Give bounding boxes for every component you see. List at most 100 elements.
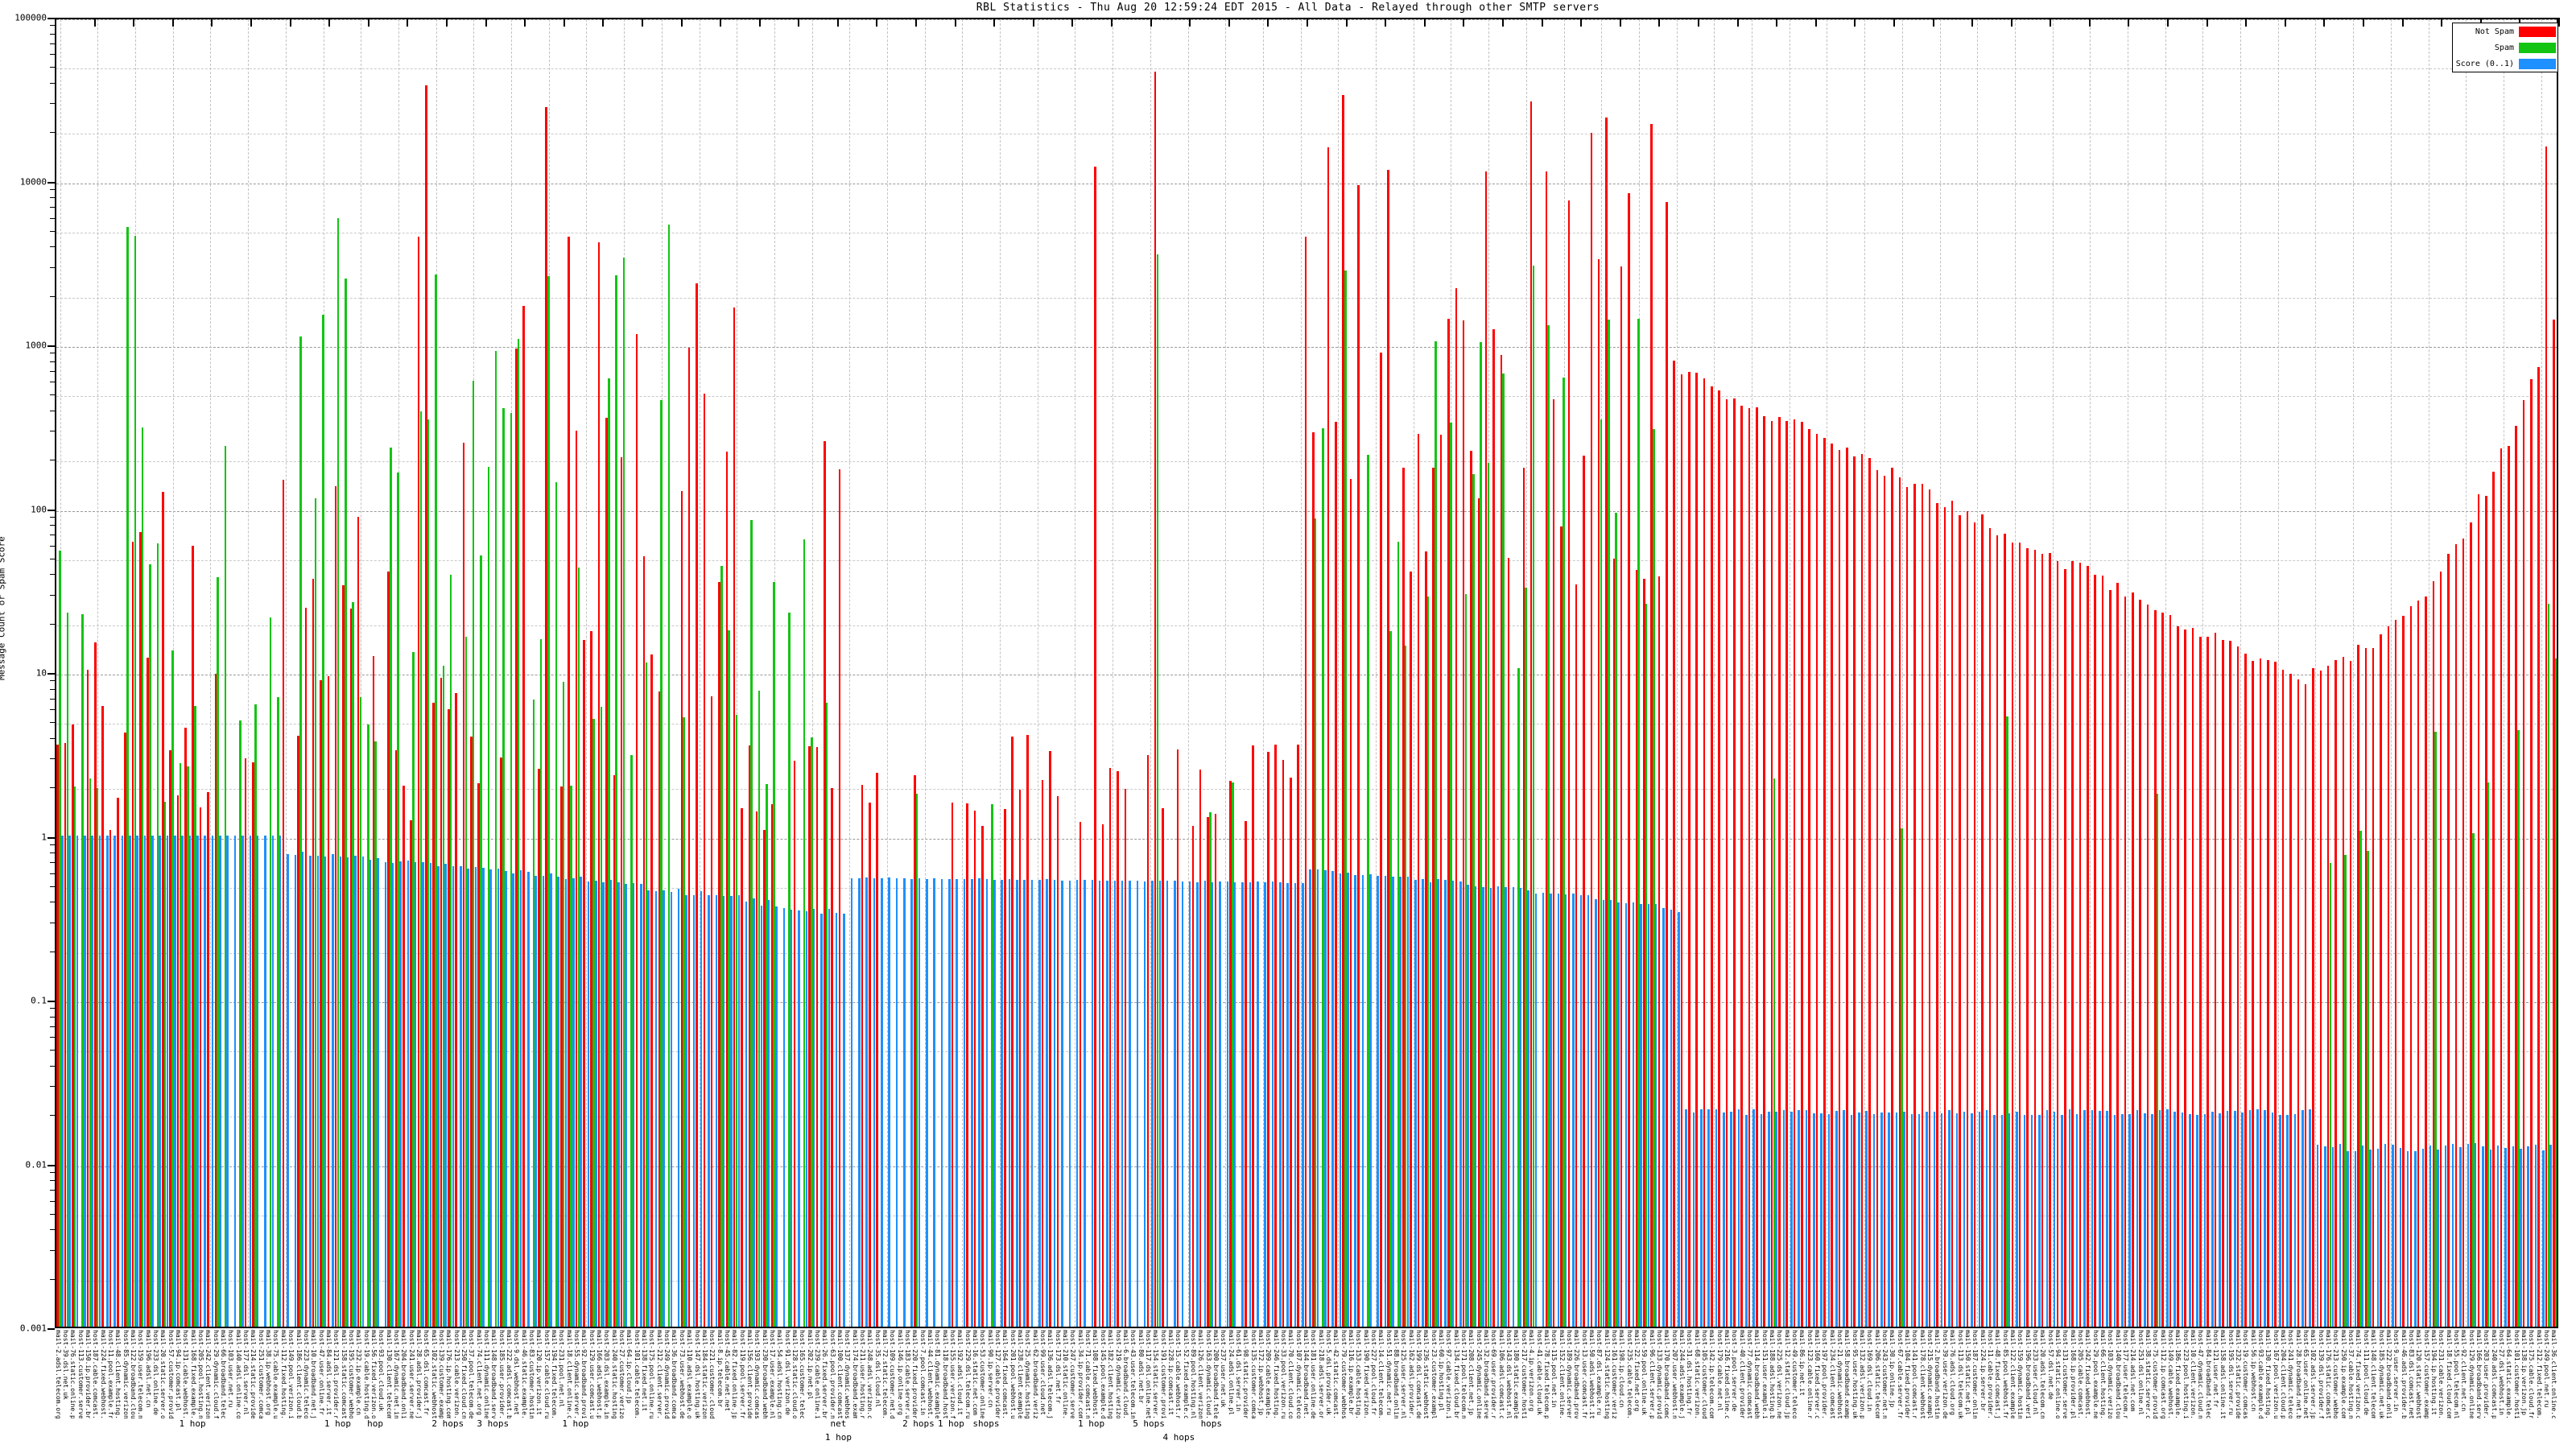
bar-group [2041, 19, 2049, 1327]
bar-score [1091, 880, 1094, 1327]
bar-score [632, 883, 635, 1327]
bar-score [2174, 1111, 2176, 1327]
x-tick-label: mail-250.fixed.cloud.cn [460, 1330, 468, 1418]
x-tick-label: host-239.cable.online.in [813, 1330, 821, 1418]
x-tick-label: host-79.customer.webhost.in [1340, 1330, 1348, 1418]
x-tick-label: mail-200.broadband.telecom.org [1212, 1330, 1220, 1418]
bar-not-spam [1507, 558, 1510, 1327]
x-tick-label: host-251.dsl.online.nl [2136, 1330, 2145, 1415]
bar-group [2207, 19, 2214, 1327]
bar-group [2011, 19, 2018, 1327]
bar-score [1677, 912, 1680, 1327]
x-tick-label: host-211.user.hosting.ru [858, 1330, 866, 1418]
bar-group [1402, 19, 1410, 1327]
bar-group [703, 19, 710, 1327]
bar-group [1936, 19, 1943, 1327]
x-tick-label: host-121.user.net.fr [2212, 1330, 2220, 1408]
bar-not-spam [2011, 543, 2014, 1327]
x-axis-labels: mail-2.adsl.telecom.org host-39.dsl.net.u… [55, 1330, 2558, 1418]
bar-group [2515, 19, 2522, 1327]
bar-not-spam [2477, 493, 2480, 1327]
bar-score [294, 854, 297, 1327]
x-tick-label: mail-72.static.telecom.cn [881, 1330, 889, 1418]
bar-score [963, 879, 966, 1327]
bar-group [2553, 19, 2557, 1327]
bar-spam [314, 497, 317, 1327]
bar-group [1695, 19, 1703, 1327]
bar-not-spam [86, 669, 89, 1327]
x-tick-label: host-111.pool.cloud.de [2362, 1330, 2370, 1415]
bar-group [1139, 19, 1146, 1327]
x-tick-label: host-19.cable.hosting.de [362, 1330, 370, 1418]
x-tick-label: mail-218.adsl.server.org [1317, 1330, 1325, 1418]
bar-not-spam [410, 819, 412, 1327]
bar-not-spam [2169, 615, 2172, 1327]
bar-group [56, 19, 64, 1327]
bar-not-spam [635, 334, 638, 1327]
bar-spam [788, 612, 791, 1327]
x-tick-label: host-237.user.net.uk [1220, 1330, 1228, 1408]
x-tick-label: mail-56.ip.webhost.cn [2249, 1330, 2257, 1412]
x-tick-label: host-85.dynamic.verizon.ru [122, 1330, 130, 1418]
x-tick-label: mail-232.ip.example.cn [355, 1330, 363, 1415]
x-tick-label: mail-186.fixed.example.pl [2174, 1330, 2182, 1418]
x-tick-label: mail-74.fixed.verizon.cn [2355, 1330, 2363, 1418]
x-tick-label: host-11.pool.example.fr [107, 1330, 115, 1418]
bar-not-spam [815, 747, 819, 1327]
bar-score [1249, 882, 1252, 1327]
bar-group [2342, 19, 2349, 1327]
bar-not-spam [470, 736, 473, 1327]
bar-not-spam [1290, 778, 1292, 1327]
bar-group [1117, 19, 1124, 1327]
bar-not-spam [973, 811, 976, 1327]
bar-group [1860, 19, 1868, 1327]
bar-not-spam [1387, 170, 1389, 1327]
bar-group [304, 19, 312, 1327]
x-tick-label: host-31.dsl.hosting.fr [1686, 1330, 1694, 1415]
bar-group [1132, 19, 1139, 1327]
x-tick-label: mail-124.static.hosting.com [1603, 1330, 1611, 1418]
x-tick-label: host-207.user.webhost.net [1670, 1330, 1678, 1418]
x-tick-label: mail-32.broadband.server.it [1483, 1330, 1491, 1418]
bar-score [903, 878, 906, 1327]
x-tick-label: mail-146.ip.online.org [896, 1330, 904, 1415]
bar-not-spam [1951, 500, 1954, 1327]
bar-not-spam [402, 785, 405, 1327]
bar-group [101, 19, 109, 1327]
bar-not-spam [1011, 737, 1013, 1327]
bar-score [226, 835, 229, 1327]
bar-group [883, 19, 890, 1327]
bar-not-spam [1793, 419, 1796, 1327]
bar-score [1075, 879, 1079, 1327]
bar-score [1302, 883, 1304, 1327]
bar-not-spam [808, 745, 811, 1327]
bar-spam [1480, 342, 1482, 1327]
bar-group [2033, 19, 2041, 1327]
bar-score [2106, 1111, 2108, 1327]
bar-not-spam [696, 283, 698, 1327]
bar-score [2166, 1108, 2169, 1327]
bar-score [181, 835, 184, 1327]
legend-swatch-not-spam [2519, 26, 2556, 37]
bar-not-spam [733, 307, 736, 1327]
bar-score [233, 835, 237, 1327]
bar-not-spam [2545, 146, 2548, 1327]
bar-group [402, 19, 410, 1327]
x-tick-label: host-9.user.server.in [2392, 1330, 2401, 1412]
x-tick-label: mail-162.adsl.provider.cn [1407, 1330, 1415, 1418]
bar-not-spam [1868, 458, 1871, 1327]
x-tick-label: host-203.user.provider.uk [2483, 1330, 2491, 1418]
x-tick-label: mail-30.ip.online.jp [1889, 1330, 1897, 1408]
bar-score [361, 856, 365, 1327]
bar-group [1199, 19, 1207, 1327]
bar-not-spam [680, 491, 683, 1327]
x-tick-label: host-123.cable.online.ru [1806, 1330, 1814, 1418]
x-tick-label: mail-100.client.comcast.jp [836, 1330, 844, 1418]
bar-not-spam [1973, 522, 1976, 1327]
bar-group [1425, 19, 1432, 1327]
bar-score [2549, 1144, 2552, 1327]
bar-score [76, 835, 79, 1327]
x-tick-label: mail-228.ip.comcast.it [1166, 1330, 1174, 1415]
bar-not-spam [2049, 552, 2051, 1327]
bar-not-spam [2342, 657, 2345, 1327]
